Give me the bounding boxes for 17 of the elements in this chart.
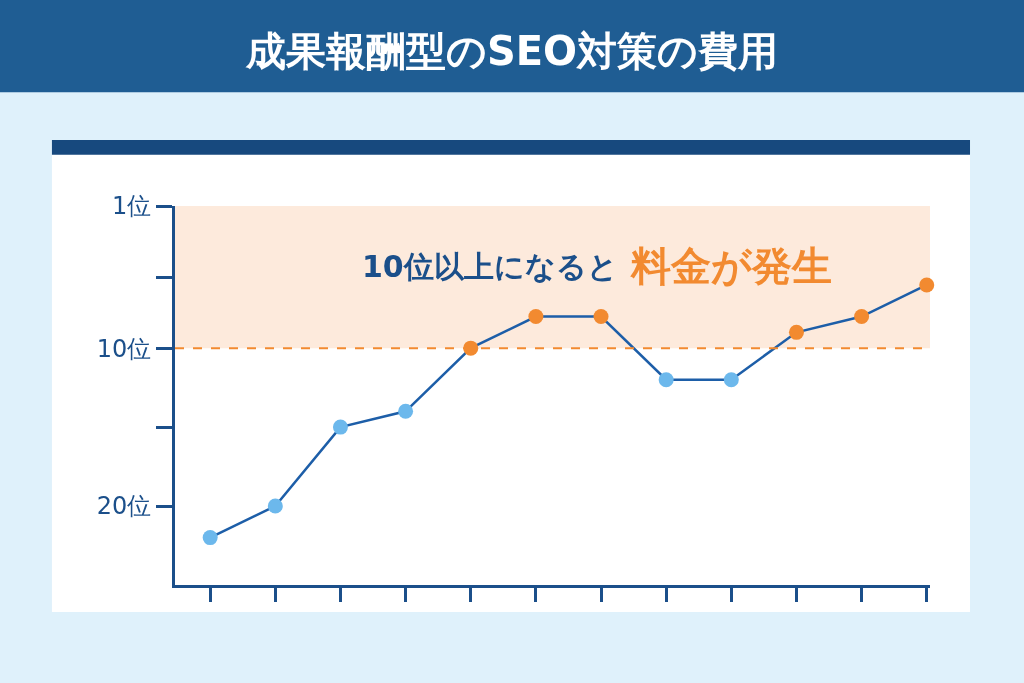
y-tick-label: 1位 xyxy=(111,192,152,221)
point xyxy=(267,498,283,514)
y-tick-label: 10位 xyxy=(96,334,152,363)
point xyxy=(528,309,544,325)
point xyxy=(398,403,414,419)
point xyxy=(854,309,870,325)
point xyxy=(919,277,935,293)
point xyxy=(593,309,609,325)
point xyxy=(658,372,674,388)
annotation: 料金が発生 xyxy=(630,243,832,289)
y-tick-label: 20位 xyxy=(96,492,152,521)
band-label: 10位以上になると xyxy=(362,249,618,284)
point xyxy=(788,324,804,340)
point xyxy=(723,372,739,388)
point xyxy=(202,530,218,546)
point xyxy=(332,419,348,435)
chart-title: 成果報酬型のSEO対策の費用 xyxy=(244,28,779,75)
